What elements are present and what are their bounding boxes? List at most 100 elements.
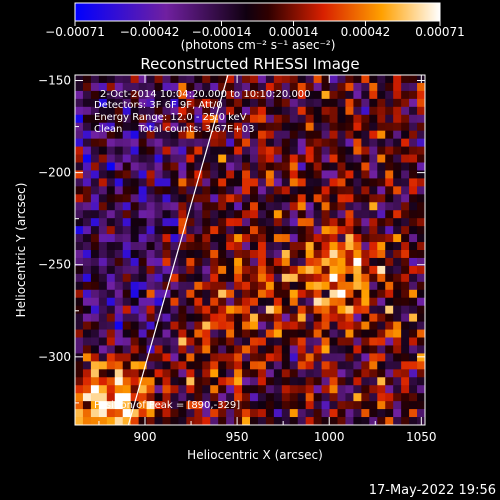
heatmap-cell [377,178,386,187]
heatmap-cell [265,345,275,354]
heatmap-cell [242,218,251,227]
heatmap-cell [257,337,267,346]
heatmap-cell [305,377,315,386]
heatmap-cell [226,242,235,251]
heatmap-cell [393,417,402,425]
heatmap-cell [234,90,243,100]
heatmap-cell [321,194,330,203]
heatmap-cell [114,234,124,243]
heatmap-cell [409,313,418,322]
heatmap-cell [281,178,291,187]
heatmap-cell [162,154,171,163]
heatmap-cell [369,345,378,354]
heatmap-cell [265,369,275,378]
heatmap-cell [194,178,203,187]
heatmap-cell [417,202,425,211]
heatmap-cell [178,345,187,354]
heatmap-cell [401,345,410,354]
heatmap-cell [369,90,378,100]
heatmap-cell [130,186,140,195]
heatmap-cell [265,90,275,100]
heatmap-cell [361,75,370,84]
heatmap-cell [202,194,211,203]
heatmap-cell [297,162,307,171]
heatmap-cell [401,210,410,219]
heatmap-cell [202,242,211,251]
heatmap-cell [305,98,315,108]
heatmap-cell [98,265,108,275]
heatmap-cell [329,401,338,410]
heatmap-cell [234,417,243,425]
heatmap-cell [138,305,147,315]
heatmap-cell [162,313,171,322]
heatmap-cell [234,218,243,227]
heatmap-cell [273,170,283,179]
heatmap-cell [297,297,307,307]
heatmap-cell [226,353,235,362]
heatmap-cell [226,186,235,195]
heatmap-cell [321,329,330,338]
heatmap-cell [353,377,362,386]
heatmap-cell [242,305,251,315]
heatmap-cell [297,202,307,211]
heatmap-cell [409,186,418,195]
heatmap-cell [98,170,108,179]
heatmap-cell [106,305,116,315]
heatmap-cell [297,130,307,140]
heatmap-cell [75,265,84,275]
heatmap-cell [313,114,322,124]
heatmap-cell [106,265,116,275]
heatmap-cell [281,353,291,362]
heatmap-cell [377,154,386,163]
heatmap-cell [417,289,425,299]
heatmap-cell [305,234,315,243]
heatmap-cell [377,257,386,267]
heatmap-cell [265,265,275,275]
heatmap-cell [154,170,163,179]
heatmap-cell [265,218,275,227]
heatmap-cell [289,106,299,116]
heatmap-cell [226,114,235,124]
heatmap-cell [337,401,346,410]
heatmap-cell [369,194,378,203]
heatmap-cell [242,130,251,140]
heatmap-cell [393,75,402,84]
colorbar: −0.00071 −0.00042 −0.00014 0.00014 0.00042 0.… [45,2,465,52]
heatmap-cell [82,297,92,307]
heatmap-cell [337,305,346,315]
heatmap-cell [401,106,410,116]
heatmap-cell [345,75,354,84]
heatmap-cell [385,281,394,291]
heatmap-cell [226,210,235,219]
heatmap-cell [138,170,147,179]
heatmap-cell [289,353,299,362]
heatmap-cell [218,162,227,171]
heatmap-cell [154,250,163,259]
heatmap-cell [385,106,394,116]
heatmap-cell [409,75,418,84]
heatmap-cell [98,90,108,100]
heatmap-cell [345,281,354,291]
heatmap-cell [281,305,291,315]
heatmap-cell [305,82,315,92]
heatmap-cell [218,265,227,275]
heatmap-cell [281,401,291,410]
heatmap-cell [369,377,378,386]
heatmap-cell [82,98,92,108]
heatmap-cell [417,257,425,267]
heatmap-cell [250,273,259,283]
heatmap-cell [337,313,346,322]
heatmap-cell [305,130,315,140]
heatmap-cell [170,313,179,322]
heatmap-cell [409,170,418,179]
heatmap-cell [186,178,195,187]
info-line-energy: Energy Range: 12.0 - 25.0 keV [94,112,247,123]
heatmap-cell [90,377,100,386]
heatmap-cell [273,82,283,92]
heatmap-cell [194,369,203,378]
heatmap-cell [90,242,100,251]
heatmap-cell [361,218,370,227]
heatmap-cell [250,305,259,315]
heatmap-cell [289,329,299,338]
heatmap-cell [401,265,410,275]
